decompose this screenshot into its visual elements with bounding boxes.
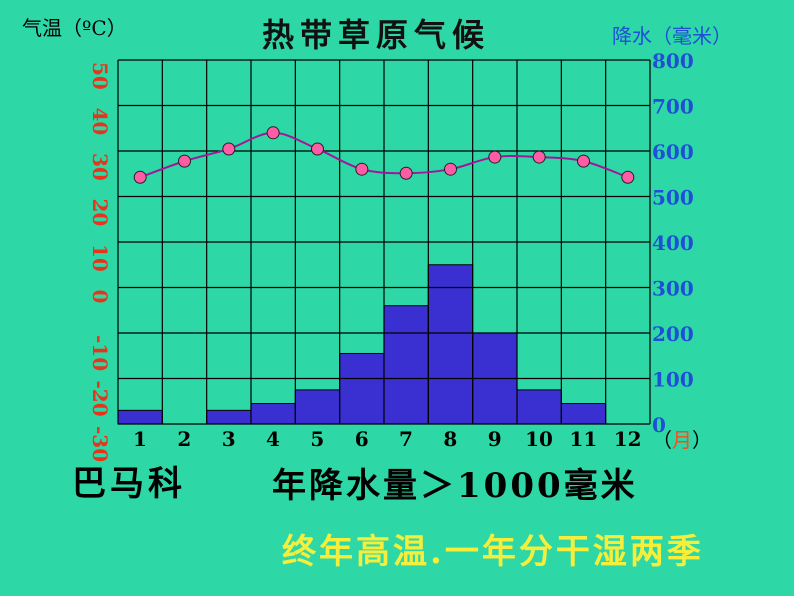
x-tick-label: 7	[399, 427, 413, 451]
right-tick-label: 300	[652, 277, 694, 301]
x-tick-label: 3	[222, 427, 236, 451]
annual-precipitation-note: 年降水量＞1000毫米	[272, 466, 638, 506]
left-tick-label: 0	[88, 290, 112, 304]
x-tick-label: 9	[488, 427, 502, 451]
climate-summary: 终年高温.一年分干湿两季	[282, 532, 704, 572]
precip-bar-8	[427, 264, 474, 425]
precip-bar-1	[117, 409, 163, 425]
x-tick-label: 5	[310, 427, 324, 451]
left-tick-label: -20	[88, 381, 112, 417]
right-tick-label: 800	[652, 49, 694, 73]
temperature-point-3	[222, 142, 236, 156]
right-tick-label: 0	[652, 413, 666, 437]
precipitation-axis-label: 降水（毫米）	[612, 24, 732, 48]
temperature-point-7	[399, 166, 413, 180]
right-tick-label: 700	[652, 95, 694, 119]
left-tick-label: 20	[88, 199, 112, 227]
temperature-point-9	[488, 150, 502, 164]
right-tick-label: 200	[652, 322, 694, 346]
x-tick-label: 12	[614, 427, 642, 451]
x-tick-label: 8	[443, 427, 457, 451]
temperature-point-1	[133, 170, 147, 184]
precip-bar-7	[383, 305, 429, 425]
left-tick-label: -30	[88, 426, 112, 462]
left-tick-label: 40	[88, 108, 112, 136]
temperature-point-6	[355, 162, 369, 176]
precip-bar-6	[339, 352, 385, 425]
left-tick-label: 30	[88, 153, 112, 181]
precip-bar-10	[516, 389, 562, 425]
x-tick-label: 10	[525, 427, 553, 451]
month-unit-char: 月	[672, 428, 692, 452]
month-unit-close: ）	[692, 428, 712, 452]
x-tick-label: 2	[177, 427, 191, 451]
temperature-point-12	[621, 170, 635, 184]
temperature-axis-label: 气温（ºC）	[22, 16, 127, 40]
precip-bar-4	[250, 403, 296, 425]
x-tick-label: 4	[266, 427, 280, 451]
temperature-point-4	[266, 126, 280, 140]
temperature-point-10	[532, 150, 546, 164]
precip-bar-3	[206, 409, 252, 425]
temperature-point-5	[311, 142, 324, 156]
right-tick-label: 600	[652, 140, 694, 164]
precip-bar-11	[560, 403, 607, 425]
x-tick-label: 6	[355, 427, 369, 451]
x-tick-label: 11	[569, 427, 597, 451]
precip-bar-5	[294, 389, 341, 425]
right-tick-label: 400	[652, 231, 694, 255]
temperature-point-2	[178, 154, 191, 168]
left-tick-label: -10	[88, 335, 112, 371]
temperature-point-11	[577, 154, 590, 168]
right-tick-label: 500	[652, 186, 694, 210]
x-tick-label: 1	[133, 427, 147, 451]
left-tick-label: 50	[88, 62, 112, 90]
month-unit-label: （月）	[652, 424, 712, 453]
month-unit-open: （	[652, 428, 672, 452]
temperature-point-8	[444, 162, 457, 176]
left-tick-label: 10	[88, 244, 112, 272]
chart-title: 热带草原气候	[262, 16, 491, 54]
station-name: 巴马科	[72, 464, 186, 504]
right-tick-label: 100	[652, 368, 694, 392]
